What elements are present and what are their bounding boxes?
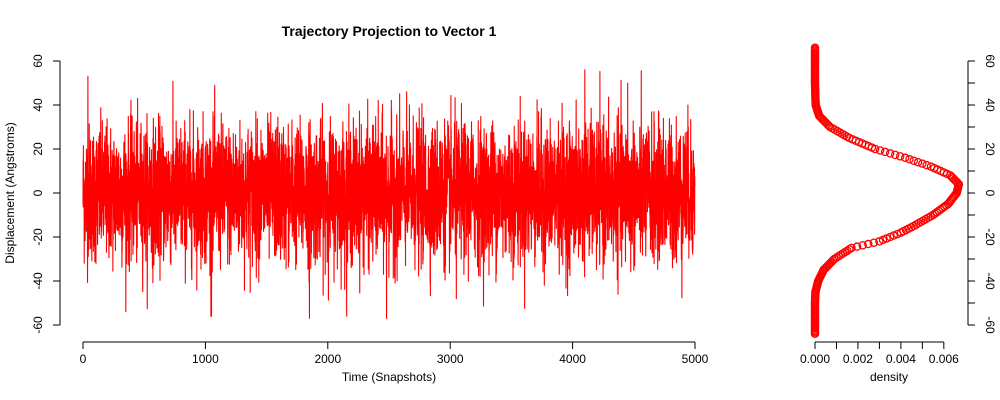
density-x-tick-label: 0.000 [800,352,830,366]
density-y-tick-label: -60 [983,316,997,334]
density-x-tick-label: 0.006 [929,352,959,366]
density-y-tick-label: 0 [983,190,997,197]
density-point [864,239,873,249]
density-point [842,246,852,255]
x-tick-label: 3000 [437,352,464,366]
density-point [845,245,854,254]
density-point [885,149,895,158]
density-point [834,251,843,261]
density-point [827,257,836,266]
density-point [890,150,900,160]
density-point [913,157,923,167]
y-axis-label: Displacement (Angstroms) [3,122,17,263]
x-tick-label: 5000 [682,352,709,366]
y-tick-label: 40 [31,98,45,112]
y-tick-label: -60 [31,316,45,334]
density-point [847,243,856,253]
trajectory-series [82,69,696,319]
density-point [922,160,931,170]
density-point [900,153,910,163]
y-tick-label: 0 [31,189,45,196]
x-tick-label: 2000 [314,352,341,366]
density-point [836,250,846,260]
y-tick-label: -40 [31,272,45,290]
x-tick-label: 1000 [192,352,219,366]
density-x-tick-label: 0.004 [886,352,916,366]
density-point [838,249,848,258]
density-y-tick-label: -20 [983,228,997,246]
density-point [905,155,914,164]
x-tick-label: 4000 [559,352,586,366]
density-point [810,43,820,53]
density-y-tick-label: 40 [983,98,997,112]
density-point [858,241,867,250]
density-series [810,43,964,339]
trajectory-panel: Trajectory Projection to Vector 1 Time (… [3,23,709,384]
density-point [895,152,905,161]
x-tick-label: 0 [80,352,87,366]
density-y-tick-label: -40 [983,272,997,290]
density-point [875,146,885,155]
y-tick-label: 60 [31,54,45,68]
density-point [840,247,850,257]
density-point [852,242,862,251]
density-point [926,162,936,171]
density-point [880,147,890,157]
density-y-tick-label: 20 [983,142,997,156]
density-point [832,253,841,262]
density-panel: density 0.000 0.002 0.004 0.006 -60 -40 -20 0 20… [800,43,997,384]
density-point [869,238,879,247]
density-axes: 0.000 0.002 0.004 0.006 -60 -40 -20 0 20 40 60 [800,54,997,365]
trajectory-axes: 0 1000 2000 3000 4000 5000 -60 -40 -20 0 20 40 60 [31,54,709,366]
x-axis-label: Time (Snapshots) [342,370,436,384]
trajectory-line [82,69,696,319]
density-x-axis-label: density [870,370,908,384]
chart-title: Trajectory Projection to Vector 1 [282,23,497,39]
density-point [909,156,919,165]
density-point [918,159,927,168]
density-y-tick-label: 60 [983,54,997,68]
density-x-tick-label: 0.002 [843,352,873,366]
density-point [830,254,839,264]
y-tick-label: -20 [31,228,45,246]
y-tick-label: 20 [31,142,45,156]
